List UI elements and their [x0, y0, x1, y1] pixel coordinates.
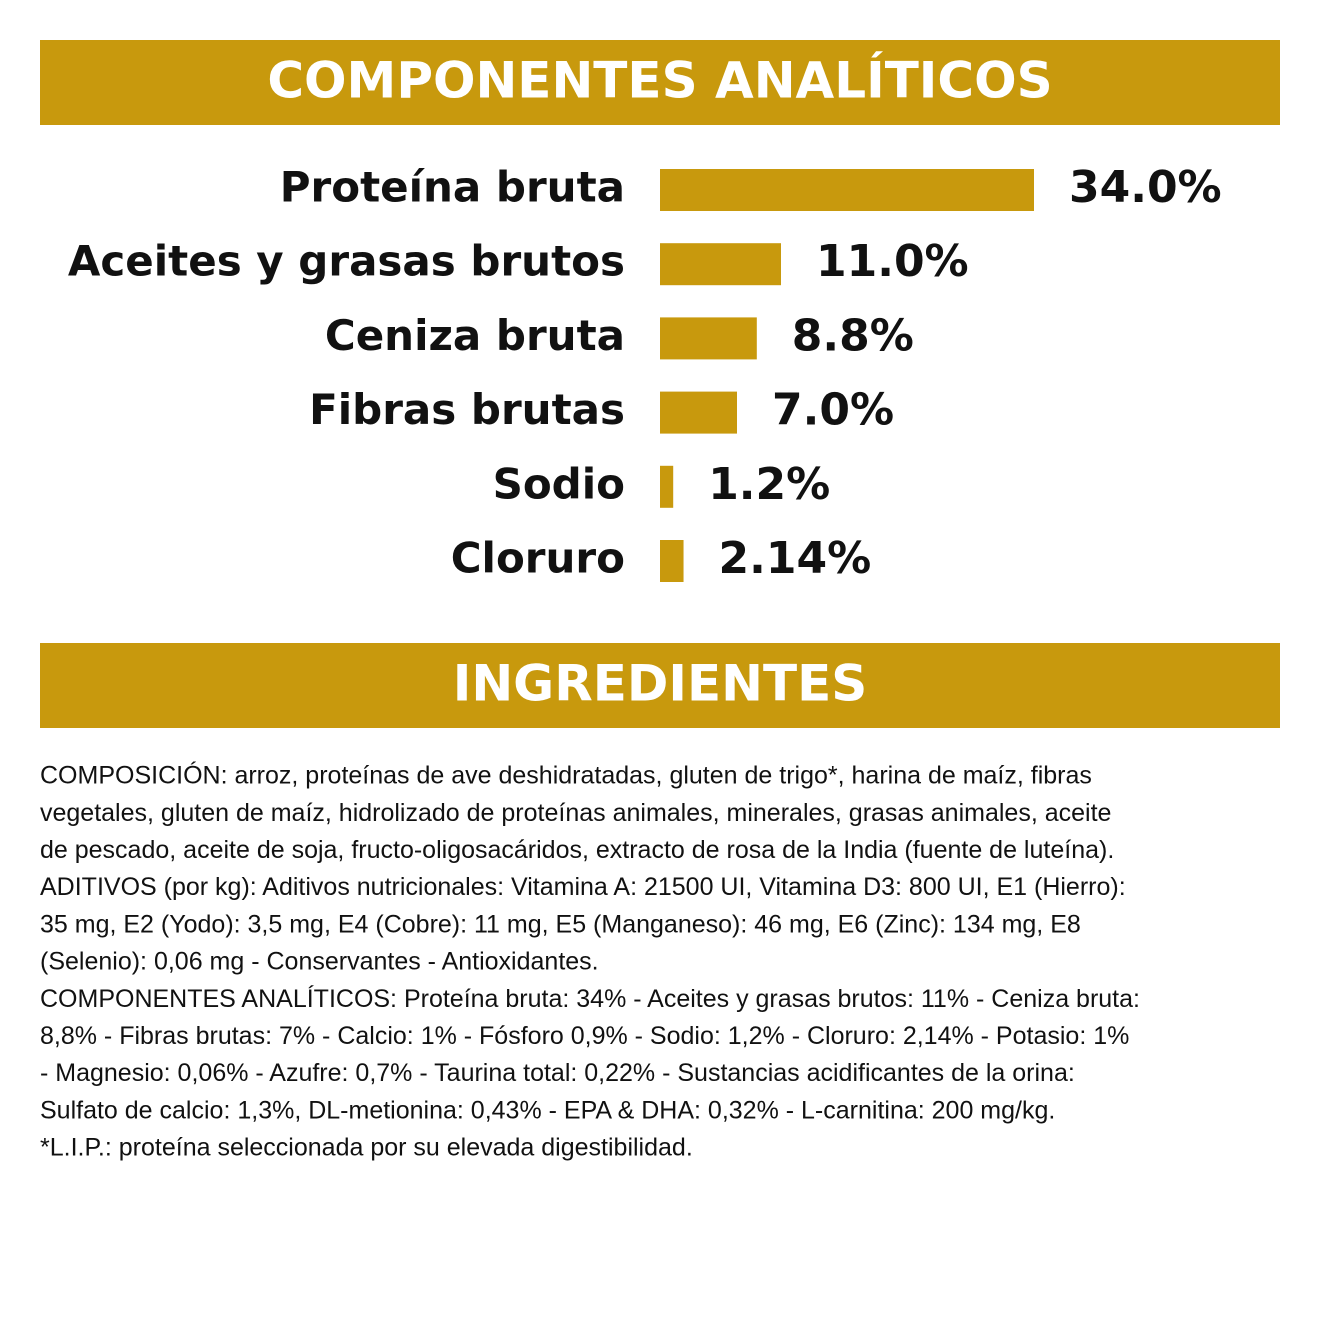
ingredient-line: ADITIVOS (por kg): Aditivos nutricionale… [40, 873, 1126, 901]
bar [660, 169, 1034, 211]
ingredient-line: (Selenio): 0,06 mg - Conservantes - Anti… [40, 948, 599, 976]
section-title: INGREDIENTES [453, 655, 868, 713]
value-label: 2.14% [719, 533, 872, 584]
ingredient-line: COMPOSICIÓN: arroz, proteínas de ave des… [40, 761, 1092, 790]
value-label: 34.0% [1069, 162, 1222, 213]
category-label: Cloruro [451, 534, 625, 583]
value-label: 7.0% [772, 385, 894, 436]
bar [660, 540, 684, 582]
bar [660, 243, 781, 286]
category-label: Fibras brutas [309, 385, 625, 434]
bar [660, 465, 674, 508]
header-bar [40, 40, 1280, 125]
header-bar [40, 643, 1280, 728]
chart-title: COMPONENTES ANALÍTICOS [267, 51, 1052, 110]
ingredient-line: - Magnesio: 0,06% - Azufre: 0,7% - Tauri… [40, 1059, 1075, 1087]
ingredient-line: 8,8% - Fibras brutas: 7% - Calcio: 1% - … [40, 1022, 1129, 1050]
category-label: Sodio [493, 459, 625, 508]
category-label: Proteína bruta [280, 163, 625, 212]
ingredient-line: vegetales, gluten de maíz, hidrolizado d… [40, 799, 1111, 827]
ingredient-line: de pescado, aceite de soja, fructo-oligo… [40, 836, 1114, 864]
category-label: Aceites y grasas brutos [68, 237, 625, 286]
value-label: 1.2% [708, 459, 830, 510]
ingredient-line: 35 mg, E2 (Yodo): 3,5 mg, E4 (Cobre): 11… [40, 910, 1081, 938]
value-label: 8.8% [792, 310, 914, 361]
value-label: 11.0% [816, 236, 969, 287]
ingredient-line: COMPONENTES ANALÍTICOS: Proteína bruta: … [40, 984, 1140, 1013]
ingredient-line: Sulfato de calcio: 1,3%, DL-metionina: 0… [40, 1096, 1055, 1124]
bar [660, 317, 757, 360]
bar [660, 391, 737, 434]
category-label: Ceniza bruta [325, 311, 625, 360]
ingredient-line: *L.I.P.: proteína seleccionada por su el… [40, 1134, 693, 1162]
